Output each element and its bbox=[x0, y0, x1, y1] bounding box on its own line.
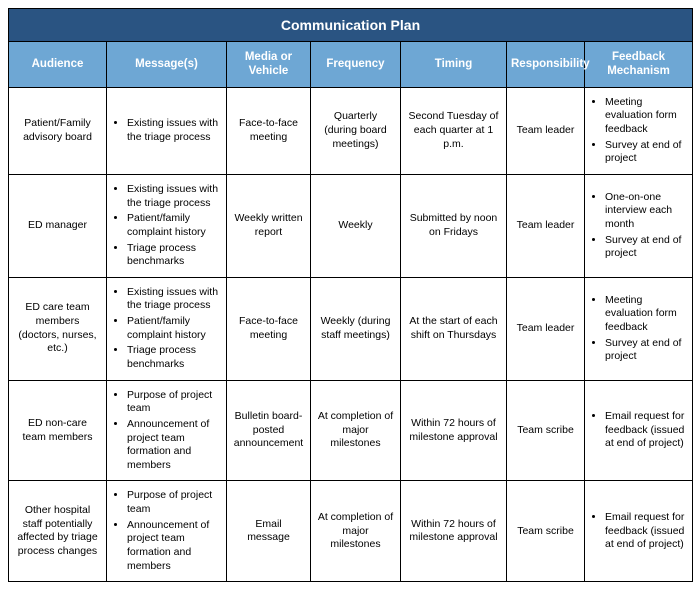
messages-item: Purpose of project team bbox=[127, 489, 220, 516]
cell-media: Email message bbox=[227, 481, 311, 582]
cell-messages: Purpose of project team Announcement of p… bbox=[107, 481, 227, 582]
feedback-item: Survey at end of project bbox=[605, 234, 686, 261]
feedback-list: Email request for feedback (issued at en… bbox=[591, 410, 686, 451]
cell-messages: Existing issues with the triage process bbox=[107, 87, 227, 174]
messages-list: Purpose of project teamAnnouncement of p… bbox=[113, 389, 220, 473]
cell-media: Bulletin board-posted announcement bbox=[227, 380, 311, 481]
col-header: Feedback Mechanism bbox=[585, 42, 693, 88]
title-row: Communication Plan bbox=[9, 9, 693, 42]
cell-media: Face-to-face meeting bbox=[227, 87, 311, 174]
messages-item: Patient/family complaint history bbox=[127, 315, 220, 342]
cell-timing: Within 72 hours of milestone approval bbox=[401, 481, 507, 582]
feedback-item: Survey at end of project bbox=[605, 337, 686, 364]
cell-messages: Purpose of project teamAnnouncement of p… bbox=[107, 380, 227, 481]
table-row: ED care team members (doctors, nurses, e… bbox=[9, 277, 693, 380]
cell-messages: Existing issues with the triage processP… bbox=[107, 277, 227, 380]
cell-responsibility: Team leader bbox=[507, 174, 585, 277]
messages-item: Patient/family complaint history bbox=[127, 212, 220, 239]
messages-item: Triage process benchmarks bbox=[127, 242, 220, 269]
feedback-item: Email request for feedback (issued at en… bbox=[605, 511, 686, 552]
table-row: ED managerExisting issues with the triag… bbox=[9, 174, 693, 277]
messages-list: Existing issues with the triage process bbox=[113, 117, 220, 144]
col-header: Timing bbox=[401, 42, 507, 88]
communication-plan-table: Communication Plan AudienceMessage(s)Med… bbox=[8, 8, 693, 582]
feedback-list: Meeting evaluation form feedbackSurvey a… bbox=[591, 294, 686, 364]
cell-timing: Submitted by noon on Fridays bbox=[401, 174, 507, 277]
cell-frequency: Weekly (during staff meetings) bbox=[311, 277, 401, 380]
cell-frequency: At completion of major milestones bbox=[311, 481, 401, 582]
header-row: AudienceMessage(s)Media or VehicleFreque… bbox=[9, 42, 693, 88]
cell-frequency: Quarterly (during board meetings) bbox=[311, 87, 401, 174]
cell-timing: Within 72 hours of milestone approval bbox=[401, 380, 507, 481]
cell-timing: Second Tuesday of each quarter at 1 p.m. bbox=[401, 87, 507, 174]
col-header: Frequency bbox=[311, 42, 401, 88]
messages-item: Existing issues with the triage process bbox=[127, 286, 220, 313]
messages-item: Announcement of project team formation a… bbox=[127, 418, 220, 473]
cell-timing: At the start of each shift on Thursdays bbox=[401, 277, 507, 380]
cell-feedback: Email request for feedback (issued at en… bbox=[585, 481, 693, 582]
cell-audience: Patient/Family advisory board bbox=[9, 87, 107, 174]
feedback-item: Meeting evaluation form feedback bbox=[605, 294, 686, 335]
feedback-list: Email request for feedback (issued at en… bbox=[591, 511, 686, 552]
feedback-list: One-on-one interview each monthSurvey at… bbox=[591, 191, 686, 261]
feedback-item: Email request for feedback (issued at en… bbox=[605, 410, 686, 451]
messages-item: Triage process benchmarks bbox=[127, 344, 220, 371]
cell-feedback: Meeting evaluation form feedbackSurvey a… bbox=[585, 277, 693, 380]
col-header: Responsibility bbox=[507, 42, 585, 88]
col-header: Media or Vehicle bbox=[227, 42, 311, 88]
cell-feedback: One-on-one interview each monthSurvey at… bbox=[585, 174, 693, 277]
cell-audience: ED manager bbox=[9, 174, 107, 277]
cell-feedback: Meeting evaluation form feedbackSurvey a… bbox=[585, 87, 693, 174]
messages-list: Existing issues with the triage processP… bbox=[113, 286, 220, 372]
messages-item: Announcement of project team formation a… bbox=[127, 519, 220, 574]
cell-messages: Existing issues with the triage processP… bbox=[107, 174, 227, 277]
cell-frequency: Weekly bbox=[311, 174, 401, 277]
messages-item: Existing issues with the triage process bbox=[127, 183, 220, 210]
cell-audience: Other hospital staff potentially affecte… bbox=[9, 481, 107, 582]
feedback-item: Survey at end of project bbox=[605, 139, 686, 166]
cell-audience: ED non-care team members bbox=[9, 380, 107, 481]
table-title: Communication Plan bbox=[9, 9, 693, 42]
messages-item: Purpose of project team bbox=[127, 389, 220, 416]
cell-responsibility: Team scribe bbox=[507, 481, 585, 582]
table-row: Patient/Family advisory board Existing is… bbox=[9, 87, 693, 174]
cell-responsibility: Team leader bbox=[507, 277, 585, 380]
feedback-item: Meeting evaluation form feedback bbox=[605, 96, 686, 137]
table-row: ED non-care team membersPurpose of proje… bbox=[9, 380, 693, 481]
messages-item: Existing issues with the triage process bbox=[127, 117, 220, 144]
feedback-list: Meeting evaluation form feedbackSurvey a… bbox=[591, 96, 686, 166]
messages-list: Existing issues with the triage processP… bbox=[113, 183, 220, 269]
cell-media: Face-to-face meeting bbox=[227, 277, 311, 380]
cell-responsibility: Team leader bbox=[507, 87, 585, 174]
cell-audience: ED care team members (doctors, nurses, e… bbox=[9, 277, 107, 380]
feedback-item: One-on-one interview each month bbox=[605, 191, 686, 232]
table-body: Patient/Family advisory boardExisting is… bbox=[9, 87, 693, 582]
col-header: Message(s) bbox=[107, 42, 227, 88]
cell-feedback: Email request for feedback (issued at en… bbox=[585, 380, 693, 481]
table-row: Other hospital staff potentially affecte… bbox=[9, 481, 693, 582]
messages-list: Purpose of project team Announcement of p… bbox=[113, 489, 220, 573]
cell-frequency: At completion of major milestones bbox=[311, 380, 401, 481]
col-header: Audience bbox=[9, 42, 107, 88]
cell-media: Weekly written report bbox=[227, 174, 311, 277]
cell-responsibility: Team scribe bbox=[507, 380, 585, 481]
